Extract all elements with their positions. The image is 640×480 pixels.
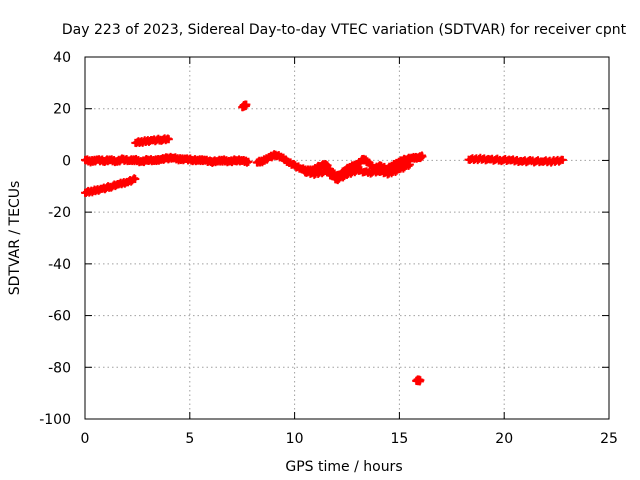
grid	[85, 57, 609, 419]
data-point	[558, 155, 567, 164]
y-axis-label: SDTVAR / TECUs	[7, 181, 23, 296]
data-points	[81, 100, 567, 386]
y-tick-label: -40	[48, 257, 71, 273]
data-point	[404, 161, 413, 170]
data-point	[164, 135, 173, 144]
data-point	[418, 152, 427, 161]
data-point	[405, 160, 414, 169]
x-axis-label: GPS time / hours	[285, 459, 402, 475]
y-tick-label: -100	[39, 412, 71, 428]
y-tick-label: -20	[48, 205, 71, 221]
y-tick-label: 20	[53, 102, 71, 118]
data-point	[416, 376, 425, 385]
x-tick-label: 10	[286, 431, 304, 447]
x-tick-label: 25	[600, 431, 618, 447]
y-tick-label: -60	[48, 309, 71, 325]
chart-title: Day 223 of 2023, Sidereal Day-to-day VTE…	[62, 22, 627, 38]
x-tick-label: 20	[495, 431, 513, 447]
x-tick-label: 15	[390, 431, 408, 447]
data-point	[131, 175, 140, 184]
data-point	[242, 100, 251, 109]
tick-labels: 0 5 10 15 20 25 -100 -80 -60 -40 -20 0 20 40	[39, 50, 618, 447]
x-tick-label: 5	[185, 431, 194, 447]
y-tick-label: 0	[62, 153, 71, 169]
data-point	[244, 157, 253, 166]
y-tick-label: 40	[53, 50, 71, 66]
x-tick-label: 0	[81, 431, 90, 447]
plot-frame	[84, 56, 610, 420]
y-tick-label: -80	[48, 360, 71, 376]
